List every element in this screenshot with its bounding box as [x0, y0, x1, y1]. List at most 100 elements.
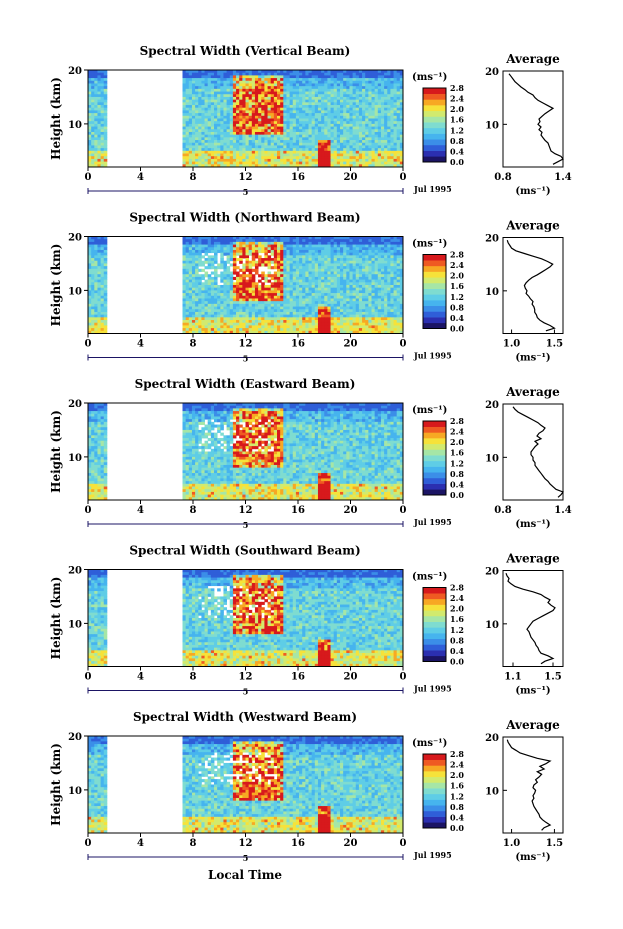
heatmap-cell [311, 113, 316, 117]
heatmap-cell [305, 271, 309, 275]
heatmap-cell [242, 247, 246, 251]
heatmap-cell [195, 303, 199, 307]
heatmap-cell [185, 86, 190, 90]
heatmap-cell [100, 260, 105, 264]
heatmap-cell [311, 244, 316, 248]
heatmap-cell [317, 266, 322, 270]
heatmap-cell [226, 121, 231, 125]
heatmap-cell [103, 276, 108, 281]
heatmap-cell [321, 311, 325, 316]
heatmap-cell [277, 142, 281, 146]
heatmap-cell [185, 236, 190, 240]
heatmap-cell [305, 145, 309, 149]
heatmap-cell [236, 239, 240, 243]
heatmap-cell [371, 150, 376, 154]
heatmap-cell [100, 268, 105, 272]
heatmap-cell [94, 113, 98, 117]
heatmap-cell [97, 153, 101, 157]
heatmap-cell [236, 80, 240, 84]
heatmap-cell [308, 150, 313, 154]
heatmap-cell [295, 303, 300, 307]
heatmap-cell [270, 113, 275, 117]
heatmap-cell [299, 86, 303, 90]
heatmap-cell [349, 148, 353, 152]
heatmap-cell [100, 290, 105, 294]
heatmap-cell [393, 274, 398, 278]
heatmap-cell [280, 309, 284, 313]
heatmap-cell [289, 75, 294, 79]
heatmap-cell [273, 252, 278, 256]
heatmap-cell [245, 113, 250, 117]
heatmap-cell [314, 314, 319, 318]
heatmap-cell [289, 148, 294, 152]
heatmap-cell [217, 293, 221, 297]
heatmap-cell [254, 91, 259, 95]
heatmap-cell [267, 131, 272, 136]
heatmap-cell [100, 123, 105, 127]
heatmap-cell [188, 241, 193, 245]
heatmap-cell [261, 131, 265, 136]
heatmap-cell [340, 239, 344, 243]
heatmap-cell [258, 94, 262, 98]
heatmap-cell [308, 140, 313, 144]
heatmap-cell [346, 115, 350, 119]
heatmap-cell [182, 271, 187, 275]
heatmap-cell [220, 102, 224, 106]
heatmap-cell [289, 258, 294, 262]
heatmap-cell [286, 266, 290, 270]
heatmap-cell [387, 75, 391, 79]
heatmap-cell [286, 164, 290, 168]
heatmap-cell [207, 94, 212, 98]
heatmap-cell [88, 105, 92, 109]
heatmap-cell [327, 276, 331, 281]
heatmap-cell [239, 129, 243, 133]
heatmap-cell [236, 107, 240, 111]
heatmap-cell [214, 86, 218, 90]
heatmap-cell [302, 83, 306, 87]
heatmap-cell [365, 236, 369, 240]
heatmap-cell [340, 86, 344, 90]
heatmap-cell [302, 255, 306, 259]
heatmap-cell [232, 137, 237, 141]
heatmap-cell [286, 86, 290, 90]
heatmap-cell [254, 252, 259, 256]
heatmap-cell [100, 118, 105, 122]
heatmap-cell [97, 107, 101, 111]
heatmap-cell [305, 306, 309, 310]
heatmap-cell [390, 96, 394, 101]
heatmap-cell [355, 293, 360, 297]
heatmap-cell [390, 70, 394, 74]
heatmap-cell [220, 298, 224, 302]
heatmap-cell [283, 266, 287, 270]
heatmap-cell [299, 241, 303, 245]
heatmap-cell [94, 306, 98, 310]
heatmap-cell [377, 271, 382, 275]
heatmap-cell [384, 298, 388, 302]
heatmap-cell [261, 137, 265, 141]
heatmap-cell [204, 164, 209, 168]
heatmap-cell [292, 148, 297, 152]
heatmap-cell [352, 271, 357, 275]
heatmap-cell [191, 140, 196, 144]
heatmap-cell [295, 134, 300, 138]
heatmap-cell [295, 94, 300, 98]
heatmap-cell [280, 96, 284, 101]
heatmap-cell [261, 80, 265, 84]
heatmap-cell [207, 86, 212, 90]
heatmap-cell [349, 123, 353, 127]
heatmap-cell [343, 153, 347, 157]
heatmap-cell [261, 115, 265, 119]
heatmap-cell [399, 271, 404, 275]
heatmap-cell [343, 145, 347, 149]
heatmap-cell [317, 72, 322, 76]
heatmap-cell [207, 70, 212, 74]
heatmap-cell [242, 134, 246, 138]
heatmap-cell [343, 70, 347, 74]
heatmap-cell [377, 309, 382, 313]
heatmap-cell [182, 236, 187, 240]
heatmap-cell [289, 274, 294, 278]
heatmap-cell [393, 86, 398, 90]
heatmap-cell [299, 311, 303, 316]
heatmap-cell [336, 105, 341, 109]
